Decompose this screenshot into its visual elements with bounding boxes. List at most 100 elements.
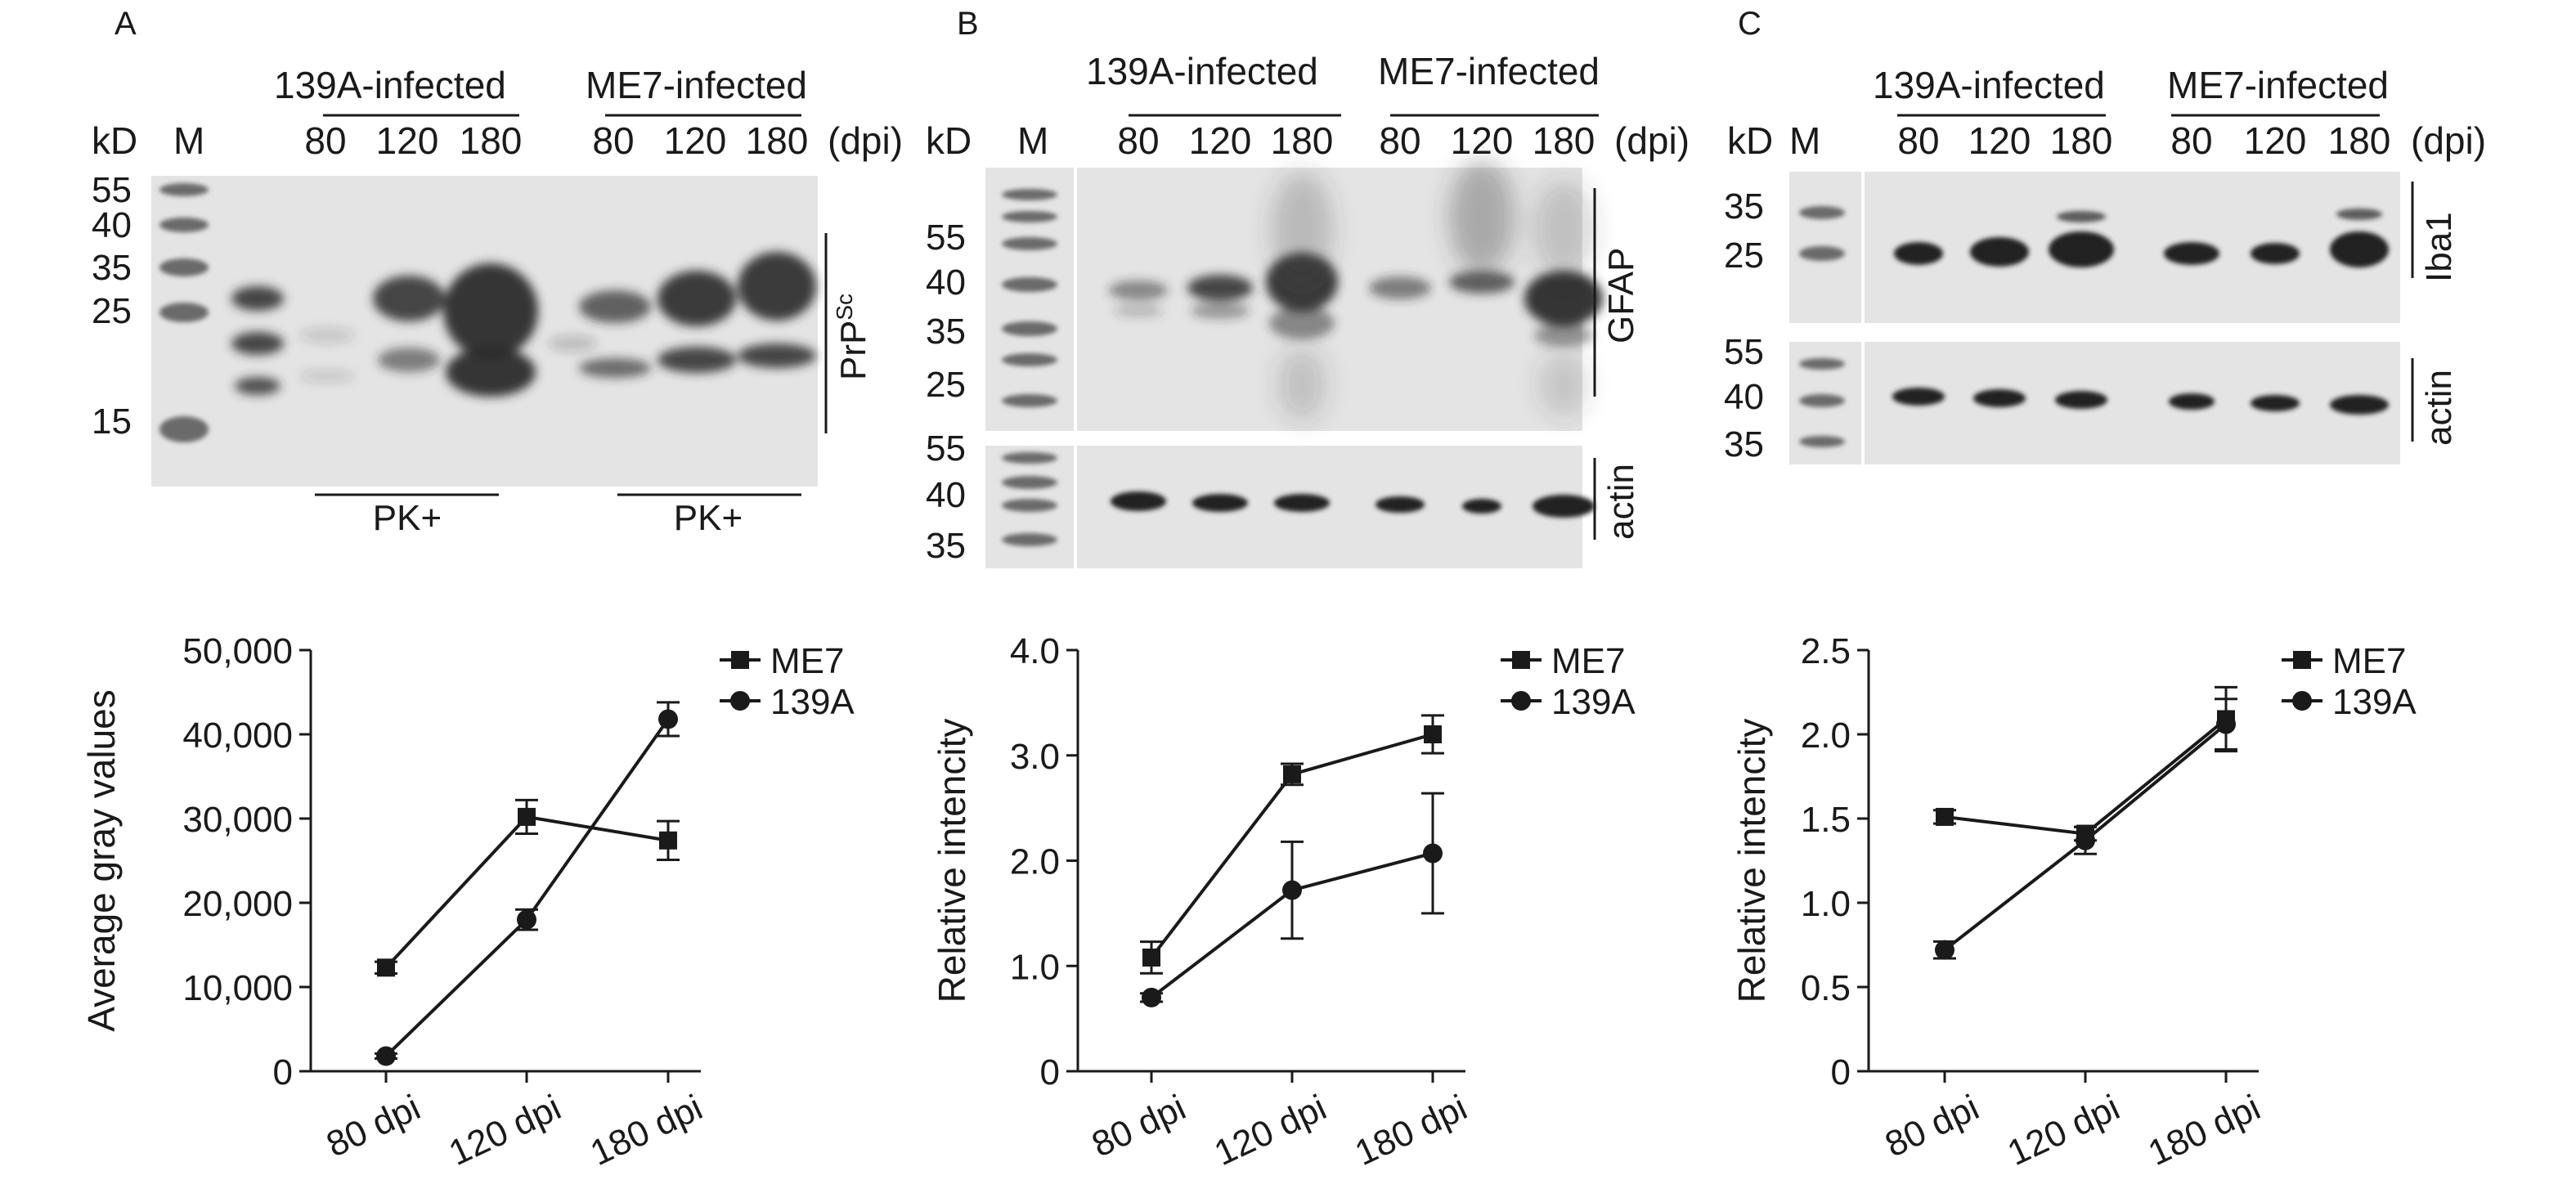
y-axis-title: Average gray values [80,689,123,1032]
lane-label: 120 [2244,119,2307,162]
mw-label: 35 [1724,186,1764,227]
y-axis-title: Relative intencity [1730,719,1773,1003]
lane-label: 120 [1451,119,1514,162]
gfap-smears [1271,159,1595,421]
lane-label: 80 [1117,119,1159,162]
protein-label-prpsc: PrPSc [832,294,873,380]
lane-label: 80 [592,119,634,162]
y-tick-label: 2.0 [1801,716,1851,756]
x-tick-label: 120 dpi [2002,1088,2126,1173]
mw-label: 35 [926,526,966,566]
marker-ladder [1002,452,1057,546]
x-tick-label: 120 dpi [443,1088,568,1173]
mw-label: 25 [1724,236,1764,276]
series-line-139a [384,718,670,1057]
protein-label-iba1: Iba1 [2419,212,2459,282]
blot-membrane-iba1 [1865,172,2400,323]
marker-lane-label: M [173,119,204,162]
x-tick-label: 180 dpi [585,1088,709,1173]
dpi-unit-label: (dpi) [1614,119,1690,162]
legend-label: 139A [770,682,855,722]
protein-label-actin: actin [2419,370,2459,446]
y-tick-label: 10,000 [182,968,293,1008]
dpi-unit-label: (dpi) [2411,119,2486,162]
pk-label-me7: PK+ [674,498,743,538]
x-tick-label: 80 dpi [1879,1088,1985,1165]
marker-lane-label: M [1017,119,1048,162]
data-point-139a [2076,830,2095,850]
lane-label: 180 [1271,119,1334,162]
data-point-139a [1282,880,1302,900]
series-line-me7 [1944,717,2228,836]
x-tick-label: 80 dpi [321,1088,426,1165]
mw-label: 25 [92,291,132,331]
kd-label: kD [92,119,137,162]
mw-label: 55 [1724,332,1764,372]
lane-label: 80 [1897,119,1939,162]
gfap-bands [1109,253,1603,347]
kd-label: kD [926,119,972,162]
y-tick-label: 0 [1831,1052,1851,1093]
protein-label-gfap: GFAP [1601,248,1641,343]
data-point-139a [517,909,536,930]
lane-label: 120 [1968,119,2031,162]
data-point-me7 [518,807,536,826]
mw-label: 40 [92,205,132,245]
legend-marker-circle [2292,691,2312,711]
x-tick-label: 80 dpi [1086,1088,1192,1165]
lane-label: 80 [2170,119,2212,162]
group-label-139a: 139A-infected [1086,50,1318,92]
chart-b: 0 1.0 2.0 3.0 4.0 80 dpi 120 dpi 180 dpi Relativ… [931,631,1636,1173]
y-tick-label: 0 [1040,1052,1060,1093]
chart-c: 0 0.5 1.0 1.5 2.0 2.5 80 dpi 120 dpi 180 dpi Rela… [1730,631,2417,1173]
y-tick-label: 30,000 [182,800,293,840]
legend-label: 139A [1551,682,1636,722]
x-tick-label: 120 dpi [1209,1088,1333,1173]
blot-membrane-actin [1865,342,2400,464]
y-tick-label: 20,000 [182,884,293,924]
marker-ladder [1002,189,1057,407]
y-tick-label: 2.0 [1010,842,1060,882]
mw-label: 35 [92,248,132,288]
legend-label: 139A [2332,682,2417,722]
legend-label: ME7 [770,641,844,681]
panel-letter-c: C [1738,6,1761,42]
panel-b-blot: B 139A-infected ME7-infected kD M 80 120… [926,6,1690,568]
lane-label: 80 [304,119,346,162]
legend-marker-square [2293,651,2311,669]
x-tick-label: 180 dpi [1349,1088,1474,1173]
chart-a: 0 10,000 20,000 30,000 40,000 50,000 80 dpi 120… [80,631,855,1173]
lane-label: 120 [376,119,439,162]
marker-ladder [159,183,209,442]
mw-label: 40 [1724,377,1764,417]
y-tick-label: 1.0 [1801,884,1851,924]
data-point-139a [2216,714,2236,734]
panel-c-blot: C 139A-infected ME7-infected kD M 80 120… [1724,6,2486,464]
y-tick-label: 0.5 [1801,968,1851,1008]
group-label-139a: 139A-infected [274,64,506,106]
data-point-me7 [1283,765,1301,783]
data-point-me7 [659,831,677,850]
mw-label: 55 [926,428,966,469]
data-point-me7 [377,958,395,977]
mw-label: 40 [926,475,966,515]
y-tick-label: 2.5 [1801,631,1851,671]
mw-label: 40 [926,262,966,303]
protein-label-actin: actin [1601,464,1641,540]
y-tick-label: 40,000 [182,716,293,756]
lane-label: 120 [1189,119,1252,162]
y-tick-label: 1.5 [1801,800,1851,840]
y-tick-label: 50,000 [182,631,293,671]
lane-label: 80 [1379,119,1420,162]
marker-lane-label: M [1789,119,1820,162]
mw-label: 15 [92,402,132,442]
mw-label: 55 [926,218,966,258]
legend-marker-circle [730,691,750,711]
data-point-139a [1423,843,1443,864]
kd-label: kD [1727,119,1773,162]
panel-letter-b: B [957,6,979,42]
marker-ladder [1799,358,1845,447]
group-label-me7: ME7-infected [2167,64,2389,106]
group-label-139a: 139A-infected [1873,64,2105,106]
